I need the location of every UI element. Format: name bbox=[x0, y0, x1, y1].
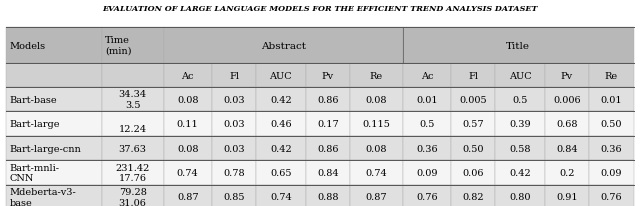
Text: Abstract: Abstract bbox=[261, 41, 306, 50]
Text: 0.36: 0.36 bbox=[416, 144, 438, 153]
Text: Fl: Fl bbox=[468, 71, 478, 80]
Text: Bart-large-cnn: Bart-large-cnn bbox=[10, 144, 81, 153]
Text: Fl: Fl bbox=[229, 71, 239, 80]
Text: Mdeberta-v3-
base: Mdeberta-v3- base bbox=[10, 187, 76, 206]
Text: 0.82: 0.82 bbox=[462, 192, 484, 201]
Text: Bart-mnli-
CNN: Bart-mnli- CNN bbox=[10, 163, 60, 182]
Text: 0.42: 0.42 bbox=[270, 144, 292, 153]
Text: Bart-large: Bart-large bbox=[10, 119, 60, 129]
Text: 0.01: 0.01 bbox=[416, 95, 438, 104]
Text: 0.2: 0.2 bbox=[559, 168, 575, 177]
Text: 0.87: 0.87 bbox=[177, 192, 198, 201]
Text: 0.03: 0.03 bbox=[223, 95, 244, 104]
Text: 0.87: 0.87 bbox=[365, 192, 387, 201]
Text: 34.34
3.5: 34.34 3.5 bbox=[118, 90, 147, 109]
Text: 0.85: 0.85 bbox=[223, 192, 244, 201]
Text: 0.42: 0.42 bbox=[509, 168, 531, 177]
Text: 0.08: 0.08 bbox=[177, 144, 198, 153]
Text: Re: Re bbox=[370, 71, 383, 80]
Text: Ac: Ac bbox=[182, 71, 194, 80]
Text: 0.78: 0.78 bbox=[223, 168, 244, 177]
Text: 231.42
17.76: 231.42 17.76 bbox=[115, 163, 150, 182]
Text: 0.68: 0.68 bbox=[556, 119, 578, 129]
Text: Re: Re bbox=[605, 71, 618, 80]
Text: Models: Models bbox=[10, 41, 45, 50]
Text: 0.84: 0.84 bbox=[556, 144, 578, 153]
Text: Time
(min): Time (min) bbox=[105, 36, 131, 55]
Text: 0.01: 0.01 bbox=[600, 95, 622, 104]
Text: 0.11: 0.11 bbox=[177, 119, 198, 129]
Text: EVALUATION OF LARGE LANGUAGE MODELS FOR THE EFFICIENT TREND ANALYSIS DATASET: EVALUATION OF LARGE LANGUAGE MODELS FOR … bbox=[102, 5, 538, 13]
Text: 79.28
31.06: 79.28 31.06 bbox=[119, 187, 147, 206]
Text: 0.5: 0.5 bbox=[419, 119, 435, 129]
Text: 0.17: 0.17 bbox=[317, 119, 339, 129]
Text: 0.005: 0.005 bbox=[460, 95, 487, 104]
Text: Pv: Pv bbox=[322, 71, 334, 80]
Text: 0.74: 0.74 bbox=[270, 192, 292, 201]
Text: 0.115: 0.115 bbox=[362, 119, 390, 129]
Text: 0.74: 0.74 bbox=[177, 168, 198, 177]
Text: 0.76: 0.76 bbox=[416, 192, 438, 201]
Text: 0.65: 0.65 bbox=[270, 168, 292, 177]
Text: 0.08: 0.08 bbox=[177, 95, 198, 104]
Text: Ac: Ac bbox=[420, 71, 433, 80]
Text: 0.08: 0.08 bbox=[365, 95, 387, 104]
Text: 0.86: 0.86 bbox=[317, 95, 339, 104]
Text: 0.58: 0.58 bbox=[509, 144, 531, 153]
Text: 0.5: 0.5 bbox=[513, 95, 528, 104]
Text: 0.03: 0.03 bbox=[223, 144, 244, 153]
Text: AUC: AUC bbox=[509, 71, 531, 80]
Text: Bart-base: Bart-base bbox=[10, 95, 57, 104]
Text: 0.50: 0.50 bbox=[600, 119, 622, 129]
Text: 0.76: 0.76 bbox=[600, 192, 622, 201]
Text: AUC: AUC bbox=[269, 71, 292, 80]
Text: 0.74: 0.74 bbox=[365, 168, 387, 177]
Text: 0.84: 0.84 bbox=[317, 168, 339, 177]
Text: 37.63: 37.63 bbox=[118, 144, 147, 153]
Text: 0.09: 0.09 bbox=[416, 168, 438, 177]
Text: 0.42: 0.42 bbox=[270, 95, 292, 104]
Text: 0.006: 0.006 bbox=[553, 95, 580, 104]
Text: 0.06: 0.06 bbox=[462, 168, 484, 177]
Text: 0.80: 0.80 bbox=[509, 192, 531, 201]
Text: Title: Title bbox=[506, 41, 531, 50]
Text: 0.03: 0.03 bbox=[223, 119, 244, 129]
Text: 0.09: 0.09 bbox=[600, 168, 622, 177]
Text: 12.24: 12.24 bbox=[118, 114, 147, 134]
Text: 0.86: 0.86 bbox=[317, 144, 339, 153]
Text: 0.46: 0.46 bbox=[270, 119, 292, 129]
Text: 0.91: 0.91 bbox=[556, 192, 578, 201]
Text: 0.88: 0.88 bbox=[317, 192, 339, 201]
Text: 0.08: 0.08 bbox=[365, 144, 387, 153]
Text: 0.57: 0.57 bbox=[462, 119, 484, 129]
Text: 0.36: 0.36 bbox=[600, 144, 622, 153]
Text: 0.50: 0.50 bbox=[462, 144, 484, 153]
Text: 0.39: 0.39 bbox=[509, 119, 531, 129]
Text: Pv: Pv bbox=[561, 71, 573, 80]
